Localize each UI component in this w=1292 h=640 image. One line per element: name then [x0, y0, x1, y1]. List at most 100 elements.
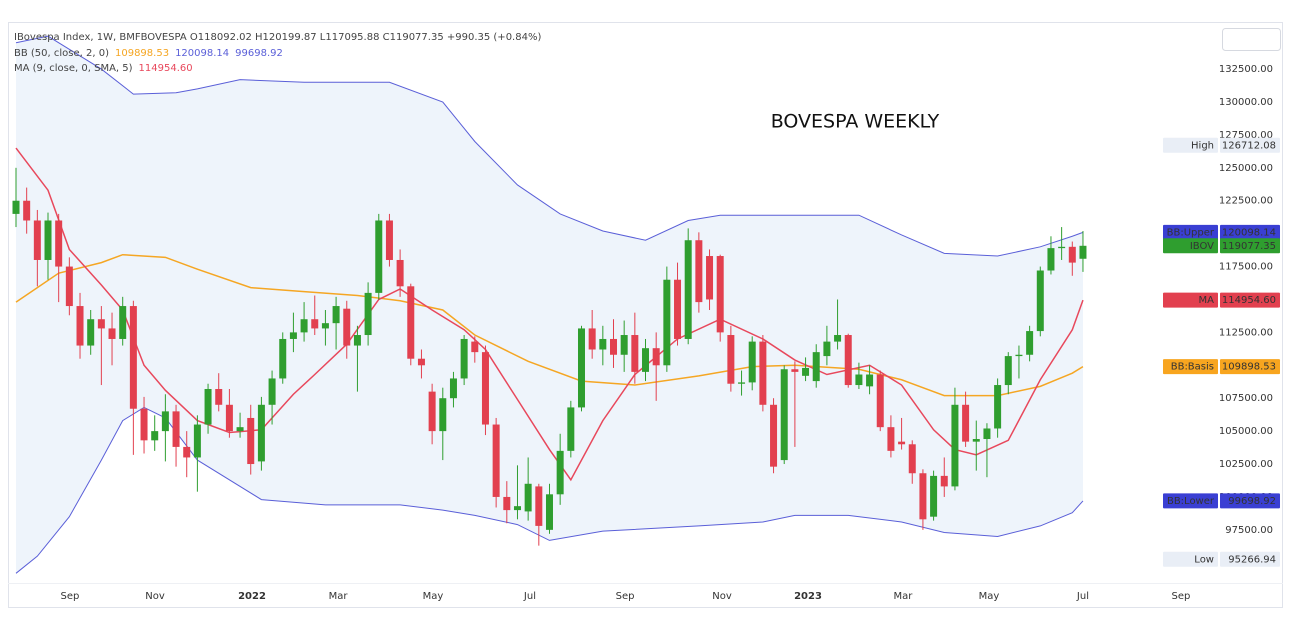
candle-body	[695, 240, 703, 303]
band-layer	[16, 36, 1083, 574]
price-badge-bg	[1220, 551, 1280, 567]
candle-body	[513, 506, 521, 511]
candle-body	[119, 306, 127, 339]
candle-body	[279, 338, 287, 379]
candle-body	[727, 335, 735, 384]
candle-body	[919, 473, 927, 520]
candle-body	[642, 348, 650, 372]
y-tick-label: 117500.00	[1219, 262, 1273, 273]
candle-body	[449, 378, 457, 399]
candle-body	[716, 256, 724, 333]
candle-body	[225, 404, 233, 432]
candle-body	[503, 496, 511, 511]
candle-body	[204, 388, 212, 425]
price-badge-bg	[1220, 238, 1280, 254]
candle-body	[172, 411, 180, 447]
price-badge-name-bg	[1163, 551, 1218, 567]
candle-body	[343, 308, 351, 346]
candle-body	[599, 338, 607, 350]
candle-body	[417, 358, 425, 366]
price-badge-name-bg	[1163, 238, 1218, 254]
candle-body	[332, 306, 340, 324]
y-tick-label: 132500.00	[1219, 64, 1273, 75]
candle-body	[300, 319, 308, 333]
candle-body	[684, 240, 692, 339]
candle-body	[385, 220, 393, 260]
legend: IBovespa Index, 1W, BMFBOVESPA O118092.0…	[14, 30, 541, 77]
candle-body	[706, 256, 714, 300]
price-badge-name: High	[1191, 140, 1214, 151]
candle-body	[823, 341, 831, 357]
candle-body	[1015, 354, 1023, 357]
price-badge-value: 95266.94	[1228, 554, 1276, 565]
candle-body	[545, 494, 553, 530]
y-tick-label: 102500.00	[1219, 459, 1273, 470]
x-tick-label: May	[979, 591, 1000, 602]
overlay-line	[15, 253, 1084, 397]
y-tick-label: 112500.00	[1219, 327, 1273, 338]
candle-body	[311, 319, 319, 329]
candle-body	[908, 444, 916, 474]
candle-body	[770, 404, 778, 467]
candle-body	[215, 388, 223, 405]
candle-body	[930, 475, 938, 517]
y-tick-label: 125000.00	[1219, 163, 1273, 174]
candle-body	[898, 441, 906, 445]
x-tick-label: 2023	[794, 591, 822, 602]
candle-body	[12, 200, 20, 214]
candle-body	[738, 382, 746, 384]
price-badge-name: Low	[1194, 554, 1214, 565]
candle-body	[951, 404, 959, 487]
candle-body	[183, 446, 191, 458]
price-badge-name: MA	[1199, 295, 1215, 306]
candle-body	[439, 398, 447, 432]
candle-body	[759, 341, 767, 405]
candle-body	[364, 292, 372, 336]
candle-body	[460, 338, 468, 379]
x-tick-label: Sep	[61, 591, 80, 602]
candle-body	[972, 439, 980, 442]
candle-body	[268, 378, 276, 405]
y-tick-label: 97500.00	[1225, 525, 1273, 536]
price-badge-name: IBOV	[1190, 241, 1214, 252]
candle-body	[588, 328, 596, 350]
candle-layer	[12, 167, 1087, 546]
y-tick-label: 122500.00	[1219, 196, 1273, 207]
candle-body	[481, 352, 489, 425]
price-badge-name-bg	[1163, 493, 1218, 509]
candle-body	[129, 306, 137, 409]
candle-body	[151, 431, 159, 441]
candle-body	[535, 486, 543, 526]
toolbar-button[interactable]	[1222, 28, 1281, 51]
candle-body	[353, 335, 361, 346]
candle-body	[1068, 246, 1076, 263]
candle-body	[44, 220, 52, 260]
x-tick-label: Mar	[894, 591, 914, 602]
candle-body	[962, 404, 970, 442]
candle-body	[23, 200, 31, 221]
candle-body	[375, 220, 383, 293]
candle-body	[620, 335, 628, 355]
band-fill	[16, 36, 1083, 574]
legend-value: 120098.14	[175, 47, 230, 59]
price-badge-name: BB:Basis	[1171, 362, 1214, 373]
price-badge-bg	[1220, 224, 1280, 240]
x-tick-label: Nov	[145, 591, 165, 602]
legend-value: 109898.53	[114, 47, 170, 59]
candle-body	[610, 338, 618, 355]
candle-body	[674, 279, 682, 339]
candle-body	[193, 424, 201, 458]
candle-body	[55, 220, 63, 267]
candle-body	[428, 391, 436, 432]
x-tick-label: 2022	[238, 591, 266, 602]
candle-body	[396, 259, 404, 287]
overlay-layer	[15, 35, 1084, 574]
candle-body	[556, 450, 564, 495]
price-badge-name-bg	[1163, 359, 1218, 375]
candle-body	[1026, 331, 1034, 355]
axis-layer: 97500.00100000.00102500.00105000.0010750…	[61, 64, 1280, 602]
candle-body	[844, 335, 852, 386]
candle-body	[247, 417, 255, 465]
price-badge-name-bg	[1163, 292, 1218, 308]
